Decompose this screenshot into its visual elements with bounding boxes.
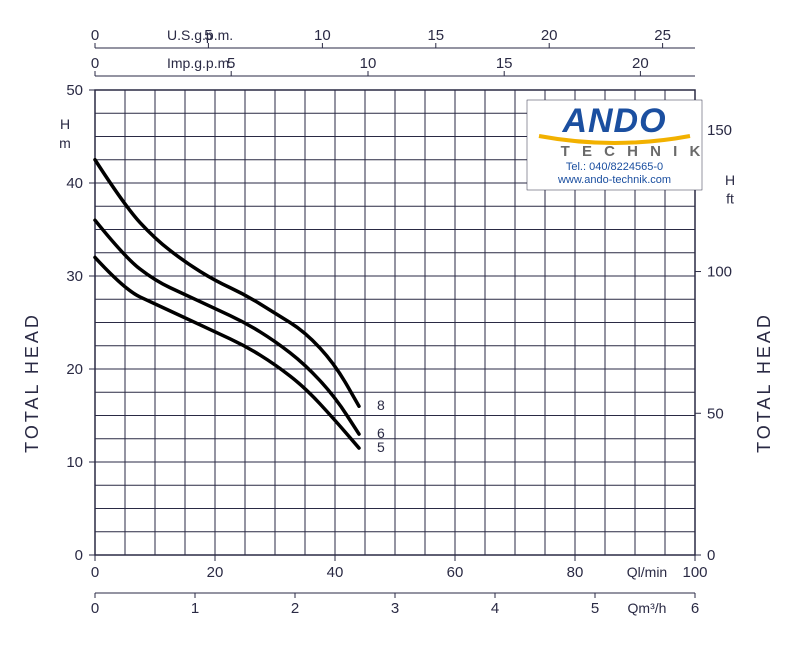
xtick-top-us-label: 10 — [314, 27, 331, 44]
ytick-left-label: 10 — [66, 454, 83, 471]
xtick-bottom-label: 0 — [91, 564, 99, 581]
x-primary-unit: Ql/min — [627, 564, 667, 580]
xtick-secondary-label: 2 — [291, 600, 299, 617]
y-left-title: TOTAL HEAD — [22, 312, 42, 453]
y-right-unit-H: H — [725, 172, 735, 188]
x-top-imp-unit: Imp.g.p.m. — [167, 55, 233, 71]
ytick-right-label: 150 — [707, 122, 732, 139]
xtick-bottom-label: 80 — [567, 564, 584, 581]
xtick-secondary-label: 4 — [491, 600, 499, 617]
x-secondary-unit: Qm³/h — [628, 600, 667, 616]
xtick-secondary-label: 0 — [91, 600, 99, 617]
xtick-top-us-label: 25 — [654, 27, 671, 44]
xtick-top-us-label: 0 — [91, 27, 99, 44]
pump-curve-chart: 01020304050HmTOTAL HEAD050100150HftTOTAL… — [0, 0, 800, 665]
xtick-top-us-label: 20 — [541, 27, 558, 44]
pump-curve-label: 5 — [377, 439, 385, 455]
y-left-unit-m: m — [59, 135, 71, 151]
logo-url: www.ando-technik.com — [557, 174, 671, 186]
ytick-right-label: 100 — [707, 264, 732, 281]
y-left-unit-H: H — [60, 116, 70, 132]
xtick-bottom-label: 60 — [447, 564, 464, 581]
logo-sub-text: T E C H N I K — [561, 143, 705, 160]
logo-main-text: ANDO — [561, 102, 666, 140]
ytick-left-label: 20 — [66, 361, 83, 378]
ytick-left-label: 40 — [66, 175, 83, 192]
ytick-left-label: 50 — [66, 82, 83, 99]
xtick-bottom-label: 20 — [207, 564, 224, 581]
xtick-secondary-label: 5 — [591, 600, 599, 617]
logo-tel: Tel.: 040/8224565-0 — [566, 161, 663, 173]
xtick-top-imp-label: 10 — [360, 55, 377, 72]
xtick-bottom-label: 40 — [327, 564, 344, 581]
xtick-secondary-label: 1 — [191, 600, 199, 617]
ytick-right-label: 0 — [707, 547, 715, 564]
ytick-right-label: 50 — [707, 405, 724, 422]
y-right-unit-ft: ft — [726, 191, 734, 207]
xtick-top-imp-label: 15 — [496, 55, 513, 72]
xtick-secondary-label: 6 — [691, 600, 699, 617]
xtick-secondary-label: 3 — [391, 600, 399, 617]
ytick-left-label: 0 — [75, 547, 83, 564]
pump-curve-label: 8 — [377, 397, 385, 413]
x-top-us-unit: U.S.g.p.m. — [167, 27, 233, 43]
xtick-top-imp-label: 20 — [632, 55, 649, 72]
xtick-top-us-label: 15 — [427, 27, 444, 44]
xtick-top-imp-label: 0 — [91, 55, 99, 72]
xtick-bottom-label: 100 — [682, 564, 707, 581]
ytick-left-label: 30 — [66, 268, 83, 285]
y-right-title: TOTAL HEAD — [754, 312, 774, 453]
